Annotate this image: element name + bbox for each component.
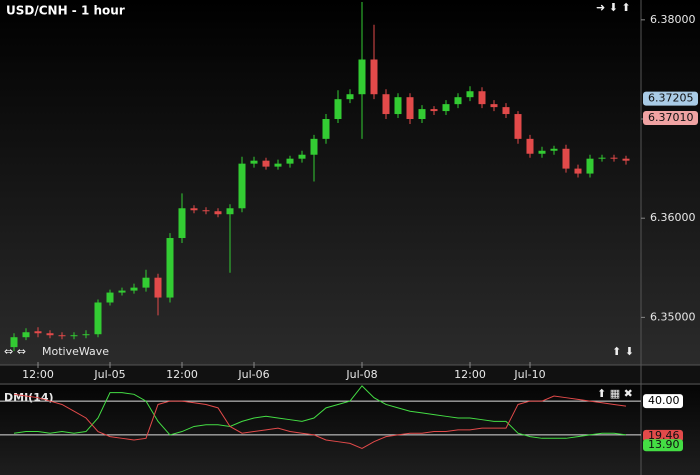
y-tick-box	[643, 394, 683, 409]
candle-body	[310, 138, 318, 155]
candle-body	[538, 150, 546, 154]
candle-body	[502, 107, 510, 115]
candle-body	[430, 109, 438, 112]
candle-body	[514, 114, 522, 139]
y-tick-label: 6.38000	[650, 13, 696, 26]
candle-body	[238, 163, 246, 209]
candle-body	[322, 119, 330, 139]
price-panel	[0, 0, 700, 365]
candle-body	[274, 163, 282, 167]
candle-body	[598, 157, 606, 159]
indicator-panel	[0, 385, 700, 475]
chart-title: USD/CNH - 1 hour	[6, 4, 125, 18]
candle-body	[574, 168, 582, 174]
candle-body	[478, 91, 486, 105]
candle-body	[382, 94, 390, 115]
dmi-line	[13, 393, 627, 450]
candle-body	[22, 332, 30, 338]
candle-body	[262, 160, 270, 167]
candle-body	[190, 208, 198, 211]
y-tick-label: 6.35000	[650, 310, 696, 323]
candle-body	[298, 154, 306, 159]
watermark: MotiveWave	[42, 345, 109, 358]
price-marker-label: 6.37205	[648, 92, 694, 105]
candle-body	[166, 238, 174, 298]
candle-body	[154, 277, 162, 298]
candle-body	[490, 104, 498, 108]
x-tick-label: 12:00	[22, 368, 54, 381]
candle-body	[358, 59, 366, 95]
candle-body	[130, 287, 138, 291]
price-marker	[643, 111, 698, 126]
y-tick-label: 6.36000	[650, 211, 696, 224]
dmi-line	[13, 385, 627, 439]
value-marker-label: 13.90	[648, 438, 680, 451]
value-marker-label: 19.46	[648, 429, 680, 442]
candle-body	[454, 97, 462, 105]
x-tick-label: Jul-05	[93, 368, 125, 381]
candle-body	[70, 335, 78, 337]
candle-body	[346, 94, 354, 100]
candle-body	[10, 337, 18, 348]
candle-body	[82, 334, 90, 336]
candle-body	[178, 208, 186, 239]
price-marker	[643, 91, 698, 106]
candle-body	[394, 97, 402, 115]
candle-body	[34, 331, 42, 334]
price-marker-label: 6.37010	[648, 111, 694, 124]
x-tick-label: Jul-06	[237, 368, 269, 381]
candle-body	[214, 211, 222, 215]
y-tick-label: 40.00	[648, 394, 680, 407]
panel-icons[interactable]: ⬆ ▦ ✖	[597, 387, 633, 400]
candle-body	[526, 138, 534, 154]
candle-body	[58, 335, 66, 337]
candle-body	[226, 208, 234, 215]
candle-body	[562, 148, 570, 169]
x-tick-label: 12:00	[166, 368, 198, 381]
candle-body	[118, 290, 126, 293]
candle-body	[586, 158, 594, 174]
nav-icons[interactable]: ➜ ⬇ ⬆	[596, 1, 631, 14]
candle-body	[622, 158, 630, 161]
x-tick-label: 12:00	[454, 368, 486, 381]
candle-body	[406, 97, 414, 120]
value-marker	[643, 429, 683, 442]
candle-body	[418, 109, 426, 120]
scroll-icons[interactable]: ⇔ ⇔	[4, 345, 26, 358]
x-tick-label: Jul-10	[513, 368, 545, 381]
x-tick-label: Jul-08	[345, 368, 377, 381]
candle-body	[370, 59, 378, 95]
indicator-title: DMI(14)	[4, 391, 54, 404]
candle-body	[610, 157, 618, 159]
candle-body	[94, 302, 102, 335]
value-marker	[643, 439, 683, 452]
candle-body	[442, 104, 450, 112]
candle-body	[550, 148, 558, 151]
candle-body	[466, 91, 474, 98]
candle-body	[202, 210, 210, 212]
candle-body	[334, 99, 342, 120]
zoom-icons[interactable]: ⬆ ⬇	[612, 345, 634, 358]
candle-body	[46, 333, 54, 336]
candle-body	[106, 292, 114, 303]
candle-body	[286, 158, 294, 164]
candle-body	[250, 160, 258, 164]
candle-body	[142, 277, 150, 288]
time-axis	[0, 365, 700, 385]
